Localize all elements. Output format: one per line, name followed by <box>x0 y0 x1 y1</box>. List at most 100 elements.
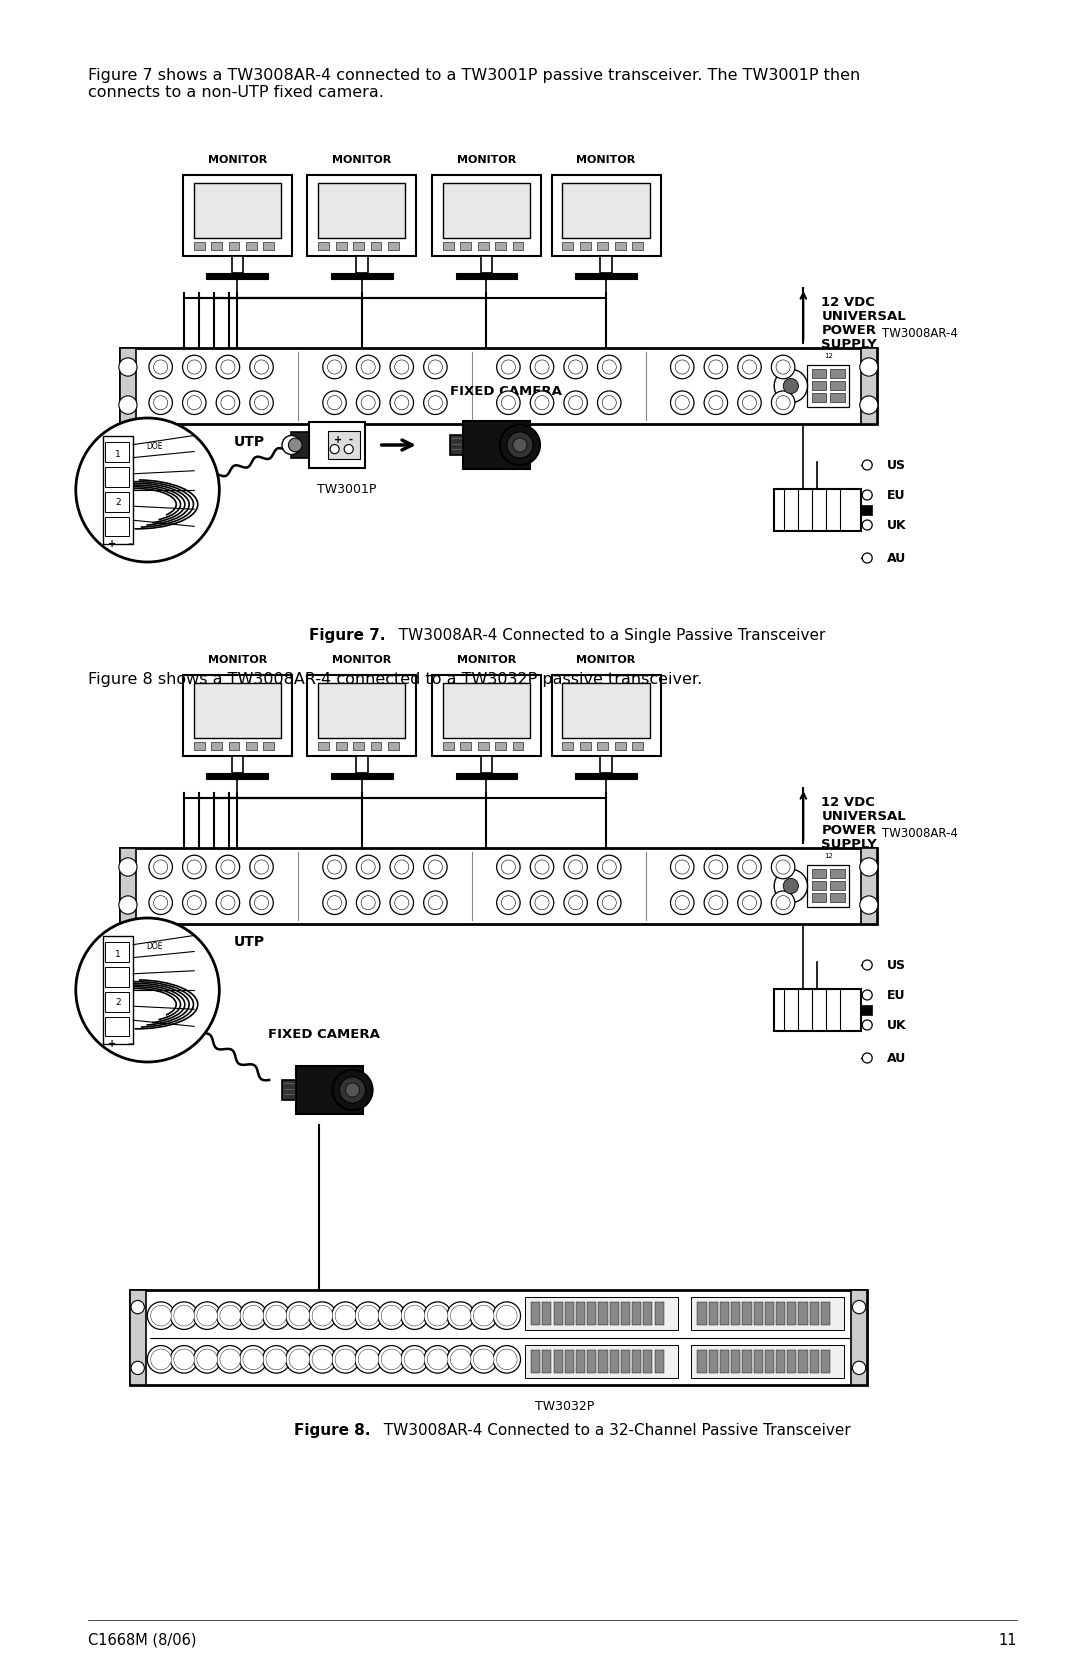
Circle shape <box>282 436 301 454</box>
Circle shape <box>200 1352 215 1367</box>
Circle shape <box>255 896 269 910</box>
Circle shape <box>671 891 694 915</box>
Circle shape <box>171 1345 198 1374</box>
Circle shape <box>537 361 548 372</box>
Bar <box>264 743 274 749</box>
Bar <box>554 1350 563 1374</box>
Circle shape <box>860 396 878 414</box>
Circle shape <box>328 361 340 372</box>
Circle shape <box>216 891 240 915</box>
Circle shape <box>860 357 878 376</box>
Bar <box>777 1350 785 1374</box>
Text: FIXED CAMERA: FIXED CAMERA <box>450 386 563 397</box>
Text: MONITOR: MONITOR <box>207 654 267 664</box>
Circle shape <box>597 891 621 915</box>
Circle shape <box>221 860 235 875</box>
Circle shape <box>323 355 347 379</box>
Bar <box>332 773 393 778</box>
Circle shape <box>346 1083 360 1097</box>
Circle shape <box>381 1349 402 1370</box>
Circle shape <box>327 361 341 374</box>
Bar <box>810 1302 819 1325</box>
Circle shape <box>174 1349 194 1370</box>
Circle shape <box>323 391 347 414</box>
Circle shape <box>361 396 375 411</box>
Circle shape <box>742 860 756 875</box>
Bar <box>477 743 488 749</box>
Circle shape <box>744 861 755 873</box>
Circle shape <box>862 960 873 970</box>
Circle shape <box>390 391 414 414</box>
Circle shape <box>862 491 873 501</box>
Circle shape <box>675 396 689 411</box>
Circle shape <box>327 396 341 411</box>
Circle shape <box>499 1308 514 1324</box>
Circle shape <box>404 1305 424 1325</box>
Circle shape <box>390 855 414 880</box>
Bar <box>808 366 849 407</box>
Circle shape <box>711 361 721 372</box>
Bar <box>708 1302 718 1325</box>
Circle shape <box>501 396 515 411</box>
Circle shape <box>363 397 374 409</box>
Circle shape <box>356 391 380 414</box>
Circle shape <box>777 896 791 910</box>
Circle shape <box>535 860 549 875</box>
Text: MONITOR: MONITOR <box>207 155 267 165</box>
Circle shape <box>76 918 219 1061</box>
Circle shape <box>285 1302 313 1330</box>
Bar <box>542 1350 552 1374</box>
Bar <box>443 184 530 239</box>
Text: US: US <box>887 958 906 971</box>
Circle shape <box>153 1308 168 1324</box>
Circle shape <box>339 1077 365 1103</box>
Text: AU: AU <box>887 551 906 564</box>
Bar <box>193 683 281 738</box>
Circle shape <box>147 1302 175 1330</box>
Circle shape <box>860 896 878 915</box>
Bar <box>720 1302 729 1325</box>
Circle shape <box>394 396 409 411</box>
Bar <box>370 242 381 250</box>
Circle shape <box>564 355 588 379</box>
Bar <box>319 184 405 239</box>
Circle shape <box>183 391 206 414</box>
Circle shape <box>328 896 340 908</box>
Circle shape <box>197 1305 217 1325</box>
Text: Figure 7.: Figure 7. <box>309 628 386 643</box>
Circle shape <box>256 861 267 873</box>
Circle shape <box>497 355 521 379</box>
Circle shape <box>183 891 206 915</box>
Circle shape <box>497 891 521 915</box>
Text: Figure 8.: Figure 8. <box>294 1422 370 1437</box>
Bar <box>308 674 416 756</box>
Bar <box>554 1302 563 1325</box>
Circle shape <box>285 1345 313 1374</box>
Circle shape <box>675 896 689 910</box>
Bar <box>787 1302 796 1325</box>
Bar <box>600 255 611 272</box>
Text: 2: 2 <box>116 998 121 1008</box>
Text: UNIVERSAL: UNIVERSAL <box>821 310 906 324</box>
Bar <box>443 683 530 738</box>
Text: TW3032P: TW3032P <box>536 1400 594 1414</box>
Circle shape <box>240 1345 267 1374</box>
Bar <box>231 756 243 773</box>
Bar <box>296 1066 363 1113</box>
Circle shape <box>704 891 728 915</box>
Circle shape <box>501 860 515 875</box>
Circle shape <box>429 396 443 411</box>
Circle shape <box>390 355 414 379</box>
Circle shape <box>262 1302 291 1330</box>
Bar <box>370 743 381 749</box>
Circle shape <box>783 379 798 394</box>
Circle shape <box>216 1345 244 1374</box>
Bar <box>588 1302 596 1325</box>
Circle shape <box>671 355 694 379</box>
Circle shape <box>216 1302 244 1330</box>
Bar <box>356 756 367 773</box>
Circle shape <box>289 1305 310 1325</box>
Circle shape <box>255 396 269 411</box>
Circle shape <box>315 1352 329 1367</box>
Bar <box>632 242 643 250</box>
